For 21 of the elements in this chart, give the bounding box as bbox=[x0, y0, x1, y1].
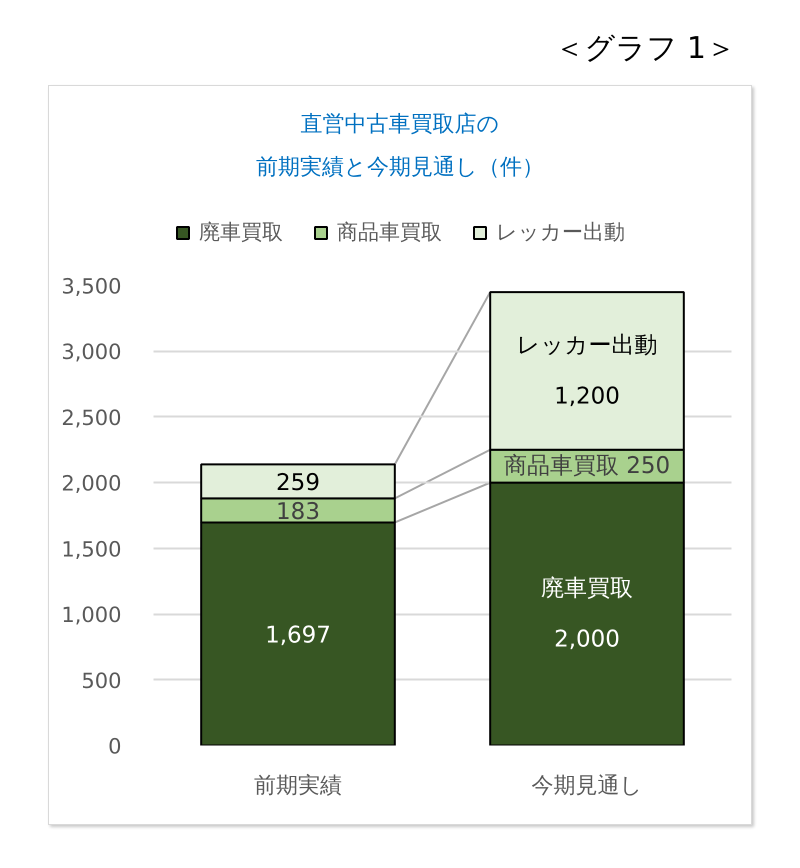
data-label: 259 bbox=[276, 470, 320, 496]
data-label: 商品車買取 250 bbox=[504, 453, 670, 480]
legend-label: 商品車買取 bbox=[337, 219, 442, 246]
y-tick-label: 3,000 bbox=[61, 340, 122, 364]
text: ＜グラフ 1＞ bbox=[554, 30, 736, 68]
y-tick-label: 2,500 bbox=[61, 406, 122, 430]
y-tick-label: 1,000 bbox=[61, 603, 122, 628]
y-tick-label: 500 bbox=[81, 668, 122, 693]
y-tick-label: 1,500 bbox=[61, 537, 122, 562]
data-label: 廃車買取 2,000 bbox=[541, 576, 633, 652]
x-tick-label: 今期見通し bbox=[532, 774, 642, 798]
legend-label: レッカー出動 bbox=[496, 219, 625, 246]
y-tick-label: 3,500 bbox=[61, 274, 122, 298]
chart-title: 直営中古車買取店の前期実績と今期見通し（件） bbox=[255, 111, 545, 182]
y-tick-label: 2,000 bbox=[61, 472, 122, 496]
y-tick-label: 0 bbox=[108, 734, 122, 758]
data-label: レッカー出動 1,200 bbox=[516, 332, 658, 410]
data-label: 1,697 bbox=[265, 622, 331, 648]
legend-label: 廃車買取 bbox=[199, 219, 283, 246]
x-tick-label: 前期実績 bbox=[254, 774, 342, 798]
data-label: 183 bbox=[276, 498, 320, 525]
